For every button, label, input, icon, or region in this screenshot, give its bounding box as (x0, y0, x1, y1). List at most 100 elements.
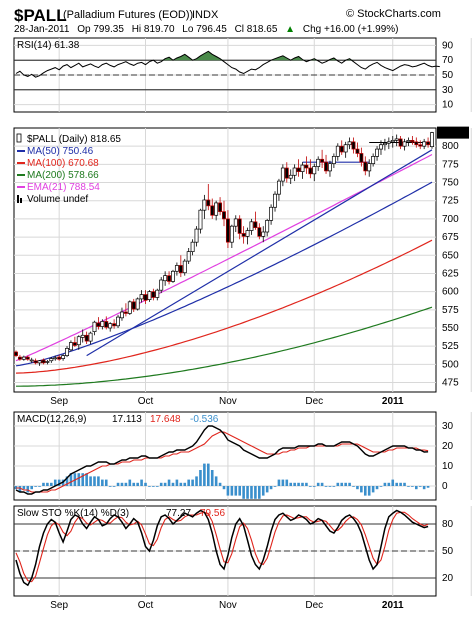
macd-hist-bar (375, 486, 379, 490)
candle-body (37, 360, 42, 364)
macd-hist-bar (261, 486, 265, 496)
macd-hist-bar (199, 470, 202, 486)
macd-hist-bar (69, 473, 73, 486)
candle-body (308, 167, 313, 175)
candle-body (379, 144, 383, 150)
macd-hist-bar (155, 486, 159, 487)
macd-hist-bar (203, 463, 206, 486)
candle-body (72, 342, 77, 346)
macd-hist-bar (238, 486, 241, 496)
candle-body (88, 332, 93, 342)
macd-hist-bar (246, 486, 249, 499)
rsi-tick-4: 10 (442, 100, 454, 111)
candle-body (139, 294, 144, 300)
macd-hist-bar (285, 479, 289, 486)
macd-hist-bar (348, 482, 351, 486)
candle-body (76, 336, 81, 346)
candle-body (120, 311, 124, 319)
sto-d-line (15, 511, 429, 583)
ma50-line (15, 181, 433, 367)
brand-watermark: © StockCharts.com (346, 8, 441, 20)
ma100-line (15, 239, 433, 374)
symbol-title: $PALL (14, 6, 67, 25)
quote-date: 28-Jan-2011 (14, 24, 70, 35)
candle-body (288, 174, 293, 179)
macd-hist-bar (301, 482, 304, 486)
macd-hist-bar (108, 486, 112, 487)
macd-hist-bar (242, 486, 245, 499)
macd-tick-1: 20 (442, 441, 454, 452)
instrument-name: (Palladium Futures (EOD)) (63, 9, 194, 21)
candle-body (343, 144, 348, 153)
macd-hist-bar (234, 486, 238, 496)
candle-body (151, 291, 156, 298)
candle-body (328, 163, 332, 172)
candle-body (402, 141, 407, 147)
macd-hist-bar (116, 482, 120, 486)
candle-body (65, 348, 69, 356)
quote-change: ▲ Chg +16.00 (+1.99%) (285, 24, 403, 35)
candle-body (249, 221, 254, 231)
macd-line (15, 425, 429, 495)
macd-hist-bar (210, 470, 214, 486)
macd-hist-bar (254, 486, 257, 499)
macd-hist-bar (89, 476, 92, 486)
candle-body (96, 322, 101, 327)
macd-hist-bar (395, 482, 398, 486)
macd-hist-bar (167, 479, 171, 486)
macd-hist-bar (77, 473, 81, 486)
macd-hist-bar (230, 486, 234, 496)
price-tick-3: 725 (442, 196, 459, 207)
price-tick-13: 475 (442, 378, 459, 389)
macd-hist-bar (367, 486, 371, 496)
candle-body (398, 138, 403, 147)
candle-body (426, 141, 431, 146)
candle-body (131, 301, 136, 310)
rsi-tick-3: 30 (442, 85, 454, 96)
candle-body (68, 342, 73, 351)
change-up-icon: ▲ (285, 24, 296, 35)
sto-tick-0: 80 (442, 519, 454, 530)
sto-legend-k: 77.27 (166, 508, 191, 519)
candle-body (280, 167, 285, 182)
price-legend-5: Volume undef (27, 194, 88, 205)
candle-body (300, 164, 305, 172)
macd-hist-bar (136, 482, 139, 486)
macd-hist-bar (112, 486, 116, 487)
candle-body (159, 279, 164, 291)
macd-hist-bar (293, 482, 296, 486)
macd-hist-bar (22, 486, 26, 490)
candle-body (17, 356, 22, 360)
candle-body (261, 231, 266, 237)
macd-hist-bar (144, 482, 147, 486)
quote-line: 28-Jan-2011 Op 799.35 Hi 819.70 Lo 796.4… (14, 24, 408, 35)
macd-hist-bar (42, 482, 45, 486)
candle-body (80, 334, 85, 338)
sto-legend-d: 79.56 (200, 508, 225, 519)
price-xaxis-label-4: 2011 (382, 396, 404, 407)
macd-hist-bar (309, 486, 312, 487)
macd-hist-bar (214, 476, 218, 486)
macd-hist-bar (297, 482, 300, 486)
sto-legend-name: Slow STO %K(14) %D(3) (17, 508, 129, 519)
macd-hist-bar (175, 479, 179, 486)
candle-body (351, 141, 356, 150)
candle-body (218, 202, 223, 212)
candle-body (410, 140, 415, 143)
candle-body (422, 141, 427, 147)
macd-hist-bar (30, 486, 33, 490)
candle-body (61, 355, 66, 359)
candle-body (45, 361, 50, 363)
macd-hist-bar (391, 479, 395, 486)
candle-body (418, 144, 423, 147)
candle-body (386, 141, 391, 144)
sto-tick-2: 20 (442, 573, 454, 584)
macd-hist-bar (26, 486, 30, 493)
candle-body (347, 141, 352, 146)
macd-hist-bar (328, 486, 332, 487)
macd-hist-bar (50, 482, 53, 486)
candle-body (174, 265, 179, 272)
price-legend-0: $PALL (Daily) 818.65 (27, 134, 121, 145)
macd-hist-bar (305, 482, 308, 486)
macd-hist-bar (195, 476, 198, 486)
